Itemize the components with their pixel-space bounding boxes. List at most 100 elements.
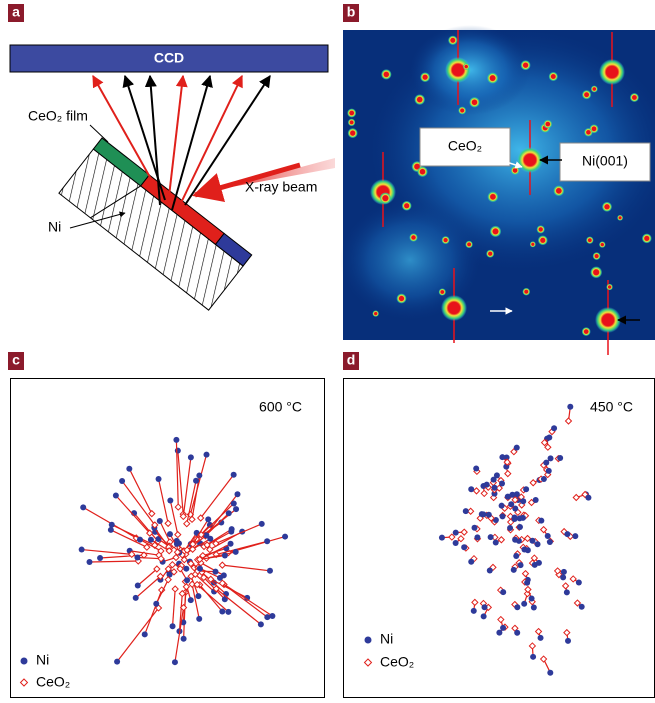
ni-marker (520, 498, 526, 504)
spot (593, 252, 601, 260)
legend-marker (21, 679, 28, 686)
spot (595, 307, 621, 333)
ni-marker (181, 636, 187, 642)
spot (537, 225, 545, 233)
ni-marker (207, 536, 213, 542)
panel-label: c (12, 352, 20, 368)
ni-marker (535, 541, 541, 547)
ceo2-marker (505, 471, 511, 477)
spot (584, 128, 593, 137)
displacement (116, 495, 150, 533)
ni-marker (264, 538, 270, 544)
displacement (90, 561, 139, 562)
ni-marker (511, 567, 517, 573)
spot (586, 236, 594, 244)
ni-marker (193, 478, 199, 484)
ceo2-marker (472, 599, 478, 605)
ni-marker (212, 569, 218, 575)
ni-marker (142, 631, 148, 637)
legend-marker (365, 659, 372, 666)
spot (463, 63, 470, 70)
ni-marker (468, 559, 474, 565)
ni-marker (514, 630, 520, 636)
ni-marker (538, 635, 544, 641)
spot (642, 233, 652, 243)
spot (599, 59, 625, 85)
displacement (138, 569, 157, 585)
displacement (82, 550, 132, 555)
ni-marker (439, 535, 445, 541)
ceo2-marker (473, 488, 479, 494)
ni-marker (87, 559, 93, 565)
beam-label: X-ray beam (245, 179, 317, 195)
panel-label: a (12, 4, 20, 20)
ni-marker (486, 512, 492, 518)
spot (445, 57, 471, 83)
ni-marker (267, 568, 273, 574)
spot (549, 72, 558, 81)
spot (469, 97, 480, 108)
ni-marker (108, 527, 114, 533)
ccd-label: CCD (154, 50, 184, 66)
spot (417, 166, 428, 177)
ni-marker (473, 466, 479, 472)
ni-marker (531, 604, 537, 610)
spot (517, 147, 543, 173)
ni-marker (453, 530, 459, 536)
ni-marker (546, 434, 552, 440)
ni-marker (170, 623, 176, 629)
spot (441, 295, 467, 321)
spot (553, 185, 564, 196)
spot (414, 94, 425, 105)
ceo2-marker (541, 656, 547, 662)
ni-marker (195, 593, 201, 599)
temperature: 600 °C (259, 399, 302, 415)
displacement (222, 565, 270, 571)
ni-marker (512, 514, 518, 520)
ni-marker (234, 491, 240, 497)
ni-marker (481, 613, 487, 619)
ni-marker (482, 604, 488, 610)
ceo2-marker (545, 444, 551, 450)
ni-marker (564, 589, 570, 595)
ni-marker (500, 513, 506, 519)
sample (59, 138, 252, 310)
displacement (117, 608, 158, 662)
ni-marker (547, 539, 553, 545)
panel-b: b CeO₂ Ni(001) (340, 4, 655, 355)
ceo2-marker (183, 584, 189, 590)
ceo2-marker (570, 576, 576, 582)
ni-marker (565, 638, 571, 644)
ni-marker (126, 466, 132, 472)
panel-d: d 450 °C Ni CeO₂ (343, 352, 655, 698)
ni-marker (188, 454, 194, 460)
ni-marker (545, 533, 551, 539)
ni-marker (548, 455, 554, 461)
ni-marker (499, 454, 505, 460)
ceo2-marker (175, 504, 181, 510)
ceo2-marker (564, 630, 570, 636)
substrate-label: Ni(001) (582, 153, 628, 169)
ni-marker (567, 404, 573, 410)
spot (348, 119, 356, 127)
ni-marker (536, 560, 542, 566)
ni-marker (113, 492, 119, 498)
temperature: 450 °C (590, 399, 633, 415)
spot (487, 191, 498, 202)
ni-marker (492, 485, 498, 491)
ceo2-marker (529, 643, 535, 649)
spot (582, 90, 591, 99)
spot (381, 69, 392, 80)
ni-marker (576, 580, 582, 586)
displacement (173, 589, 176, 626)
ni-marker (487, 568, 493, 574)
ni-marker (572, 533, 578, 539)
panel-c: c 600 °C Ni CeO₂ (8, 352, 325, 698)
ni-marker (183, 566, 189, 572)
ni-marker (204, 452, 210, 458)
ni-marker (472, 525, 478, 531)
ni-marker (524, 580, 530, 586)
ni-marker (134, 555, 140, 561)
substrate-label: Ni (48, 219, 61, 235)
ni-marker (509, 492, 515, 498)
